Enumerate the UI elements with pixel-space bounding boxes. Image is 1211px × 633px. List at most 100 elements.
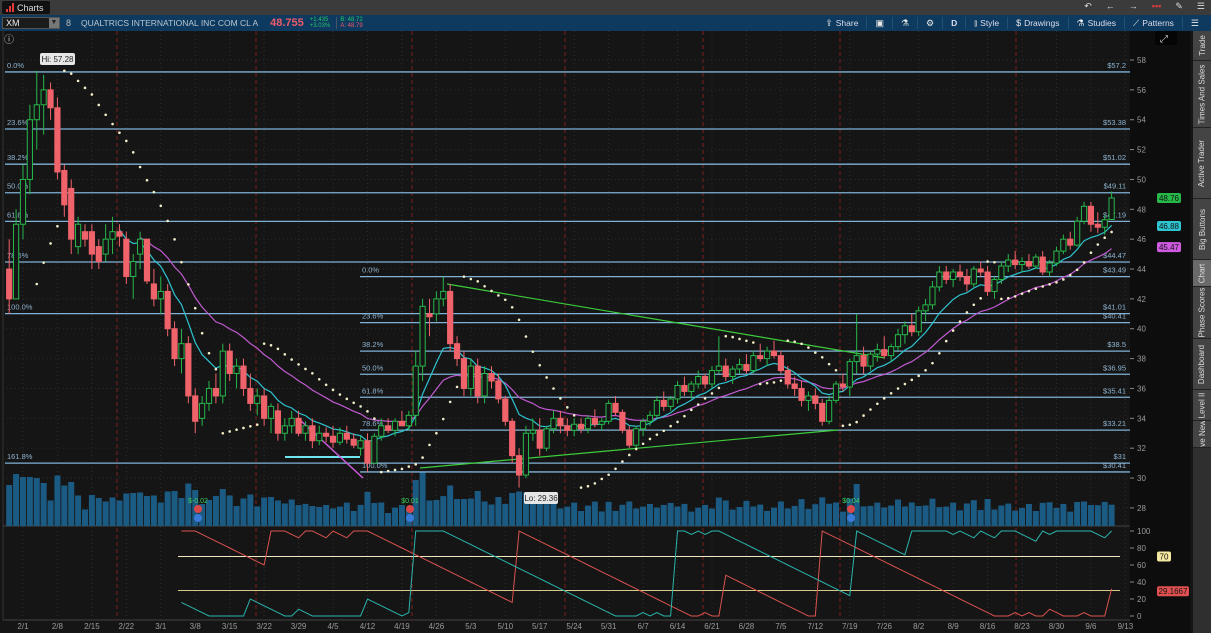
sar-dot [882,397,886,400]
volume-bar [1053,507,1060,526]
side-tab-label: Chart [1197,263,1207,283]
tab-charts[interactable]: Charts [2,1,50,14]
side-tab-phase-scores[interactable]: Phase Scores [1193,287,1211,339]
link-color-icon[interactable]: ▪▪▪ [1151,1,1162,11]
candle [529,418,536,441]
flask-button[interactable]: ⚗ [893,17,919,29]
volume-bar [660,504,667,526]
side-tab-times-and-sales[interactable]: Times And Sales [1193,61,1211,128]
fib-percent-label: 161.8% [7,452,33,461]
candle [915,306,922,337]
drawings-button[interactable]: $ Drawings [1008,17,1069,29]
link-group-icon[interactable]: 8 [66,18,72,28]
side-tab-live-news[interactable]: Live News [1193,421,1211,448]
candle-body [777,355,784,372]
symbol-input[interactable]: XM ▼ [2,17,60,29]
candle-body [281,425,288,434]
volume-bar [40,483,47,526]
candle-body [970,268,977,285]
volume-bar [1087,505,1094,526]
ema-fast-line [118,224,1113,442]
price-tick-label: 52 [1137,146,1146,155]
candle-body [998,265,1005,280]
candle [695,370,702,389]
forward-icon[interactable]: → [1128,1,1138,11]
price-change: +1.435 +3.03% [310,17,331,29]
style-button[interactable]: ⫾ Style [966,17,1009,29]
candle [1087,201,1095,232]
candle-body [474,365,481,397]
pin-icon[interactable]: ✎ [1175,1,1183,11]
candle-body [447,290,454,345]
side-tab-level-ii[interactable]: Level II [1193,390,1211,421]
candle-body [550,417,557,430]
candle [509,418,516,464]
expand-icon[interactable]: ⤢ [1160,34,1168,45]
toolbar-menu-button[interactable]: ☰ [1183,17,1207,29]
sar-dot [772,381,776,384]
patterns-button[interactable]: ⟋ Patterns [1125,17,1183,29]
price-badge [1157,192,1181,203]
volume-bar [970,500,977,526]
candle [1005,254,1012,273]
candle-body [681,384,688,392]
candle-body [171,328,178,360]
price-badge-label: 48.76 [1159,194,1180,203]
aggregation-button[interactable]: D [943,17,967,29]
candle-body [488,373,495,382]
volume-bar [543,504,550,526]
candle [1108,191,1115,220]
price-tick-label: 38 [1137,355,1146,364]
sar-dot [593,482,597,485]
sar-dot [483,284,486,288]
studies-button[interactable]: ⚗ Studies [1069,17,1125,29]
settings-button[interactable]: ⚙ [918,17,944,29]
price-axis: 28 30 32 34 36 38 40 42 44 46 48 50 52 54 56 58 [3,56,1146,513]
x-tick-label: 8/30 [1049,622,1065,631]
sar-dot [435,431,438,435]
x-tick-label: 6/21 [704,622,720,631]
side-tab-big-buttons[interactable]: Big Buttons [1193,199,1211,260]
sar-dot [76,79,80,83]
candle-body [288,417,295,427]
sar-dot [827,362,831,366]
side-tab-label: Phase Scores [1197,287,1207,338]
candle [288,410,295,434]
side-tab-label: Dashboard [1197,344,1207,384]
candle-body [192,395,199,422]
sar-dot [703,397,707,400]
share-button[interactable]: ⇪ Share [817,17,868,29]
volume-bar [247,494,254,526]
undo-icon[interactable]: ↶ [1084,1,1092,11]
side-tab-dashboard[interactable]: Dashboard [1193,339,1211,390]
candle [88,224,95,270]
volume-bar [626,501,633,526]
sar-dot [1048,283,1051,286]
symbol-dropdown-icon[interactable]: ▼ [49,18,59,28]
osc-tick-label: 40 [1137,578,1146,587]
x-tick-label: 5/24 [566,622,582,631]
volume-bar [529,502,536,526]
sar-dot [938,351,941,355]
fib-percent-label: 50.0% [7,182,29,191]
sar-dot [572,414,576,417]
side-tab-active-trader[interactable]: Active Trader [1193,128,1211,199]
fib-price-label: $41.01 [1103,303,1126,312]
candle [267,403,275,434]
candle [984,266,991,296]
chart-settings-screen-button[interactable]: ▣ [867,17,893,29]
sar-dot [379,470,383,474]
sar-dot [648,437,652,441]
back-icon[interactable]: ← [1105,1,1115,11]
side-tab-chart[interactable]: Chart [1193,260,1211,287]
menu-icon[interactable]: ☰ [1196,1,1205,11]
osc-badge-label: 29.1667 [1159,587,1188,596]
volume-bar [178,498,185,526]
sar-dot [1089,251,1093,254]
side-tab-trade[interactable]: Trade [1193,31,1211,61]
sar-dot [428,443,431,447]
sar-dot [269,344,273,347]
candle-body [1032,256,1039,267]
candle [199,395,206,426]
